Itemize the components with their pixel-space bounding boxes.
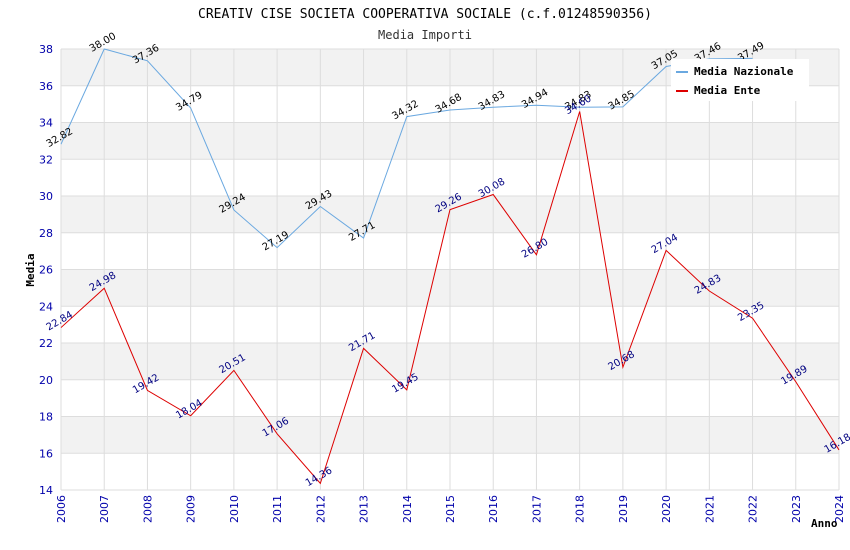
x-tick-label: 2012 <box>314 495 327 523</box>
x-tick-label: 2007 <box>98 495 111 523</box>
x-tick-label: 2011 <box>271 495 284 523</box>
x-tick-label: 2008 <box>141 495 154 523</box>
x-tick-label: 2024 <box>833 495 846 523</box>
y-tick-label: 22 <box>39 337 53 350</box>
grid-lines <box>60 48 840 491</box>
y-tick-label: 14 <box>39 484 53 497</box>
y-axis-ticks: 14 16 18 20 22 24 26 28 30 32 34 36 38 <box>39 43 53 497</box>
y-tick-label: 28 <box>39 227 53 240</box>
y-tick-label: 20 <box>39 374 53 387</box>
y-tick-label: 36 <box>39 80 53 93</box>
chart-title: CREATIV CISE SOCIETA COOPERATIVA SOCIALE… <box>198 7 652 22</box>
legend-label-nazionale: Media Nazionale <box>694 65 794 78</box>
y-tick-label: 16 <box>39 447 53 460</box>
x-tick-label: 2019 <box>617 495 630 523</box>
x-tick-label: 2009 <box>185 495 198 523</box>
x-tick-label: 2021 <box>703 495 716 523</box>
x-tick-label: 2013 <box>358 495 371 523</box>
x-tick-label: 2020 <box>660 495 673 523</box>
y-tick-label: 26 <box>39 264 53 277</box>
y-tick-label: 30 <box>39 190 53 203</box>
y-tick-label: 34 <box>39 117 53 130</box>
series-lines <box>60 48 840 485</box>
chart-subtitle: Media Importi <box>378 28 472 42</box>
legend-label-ente: Media Ente <box>694 84 761 97</box>
x-tick-label: 2022 <box>747 495 760 523</box>
y-axis-label: Media <box>24 253 37 286</box>
y-tick-label: 32 <box>39 153 53 166</box>
legend: Media Nazionale Media Ente <box>671 59 809 101</box>
x-tick-label: 2023 <box>790 495 803 523</box>
x-axis-ticks: 2006 2007 2008 2009 2010 2011 2012 2013 2014 2015… <box>55 495 846 523</box>
x-tick-label: 2014 <box>401 495 414 523</box>
y-tick-label: 38 <box>39 43 53 56</box>
series-line-ente <box>60 111 840 485</box>
legend-box <box>671 59 809 101</box>
series-line-nazionale <box>60 48 753 249</box>
y-tick-label: 18 <box>39 411 53 424</box>
x-tick-label: 2018 <box>574 495 587 523</box>
x-tick-label: 2006 <box>55 495 68 523</box>
x-tick-label: 2017 <box>530 495 543 523</box>
y-tick-label: 24 <box>39 300 53 313</box>
x-axis-label: Anno <box>811 517 838 530</box>
x-tick-label: 2016 <box>487 495 500 523</box>
x-tick-label: 2015 <box>444 495 457 523</box>
x-tick-label: 2010 <box>228 495 241 523</box>
